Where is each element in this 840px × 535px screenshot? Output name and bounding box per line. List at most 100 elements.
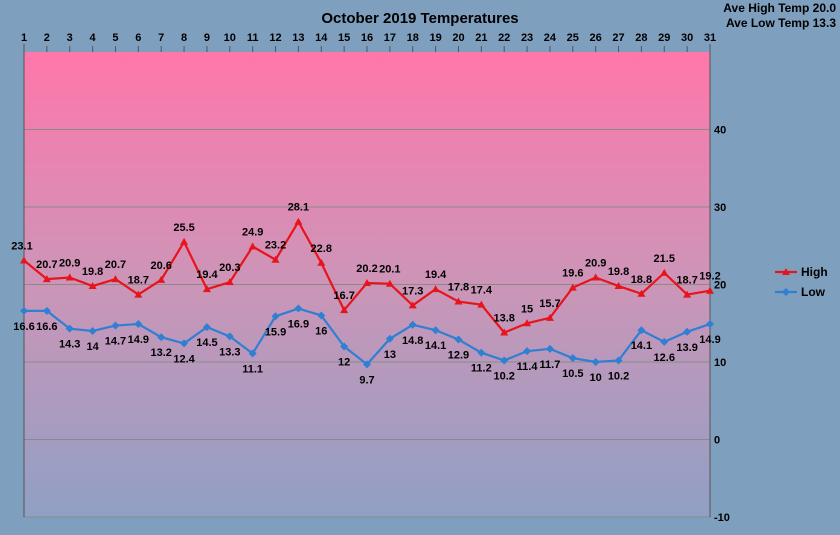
- x-tick-label: 20: [452, 32, 464, 44]
- data-label-high: 23.2: [265, 240, 286, 252]
- data-label-high: 20.7: [105, 259, 126, 271]
- data-label-low: 16: [315, 326, 327, 338]
- x-tick-label: 30: [681, 32, 693, 44]
- data-label-low: 13: [384, 349, 396, 361]
- data-point-high: [20, 256, 28, 264]
- data-label-high: 18.8: [631, 274, 652, 286]
- data-point-low: [683, 327, 692, 336]
- x-tick-label: 3: [67, 32, 73, 44]
- data-point-low: [385, 334, 394, 343]
- data-label-low: 11.2: [471, 363, 492, 375]
- data-point-low: [248, 349, 257, 358]
- data-point-high: [385, 279, 394, 287]
- x-tick-label: 21: [475, 32, 487, 44]
- x-tick-label: 23: [521, 32, 533, 44]
- data-label-low: 13.3: [219, 346, 240, 358]
- data-point-low: [271, 312, 280, 321]
- data-point-low: [500, 356, 509, 365]
- data-point-high: [408, 301, 417, 309]
- data-point-high: [706, 286, 714, 294]
- data-point-high: [294, 217, 303, 225]
- x-tick-label: 15: [338, 32, 350, 44]
- x-tick-label: 12: [269, 32, 281, 44]
- data-point-high: [363, 278, 371, 286]
- data-point-low: [111, 321, 120, 330]
- data-label-low: 12: [338, 357, 350, 369]
- y-tick-label: 30: [714, 202, 726, 214]
- data-label-low: 10: [590, 372, 602, 384]
- data-label-low: 16.6: [36, 321, 57, 333]
- data-point-high: [614, 282, 623, 290]
- data-point-low: [180, 339, 189, 348]
- x-tick-label: 24: [544, 32, 557, 44]
- data-label-high: 20.2: [356, 263, 377, 275]
- data-label-low: 11.4: [517, 361, 539, 373]
- data-label-high: 19.4: [196, 269, 218, 281]
- legend-marker-low: [782, 288, 790, 296]
- data-label-low: 9.7: [359, 374, 374, 386]
- data-label-low: 14.9: [699, 334, 720, 346]
- data-label-high: 17.3: [402, 285, 423, 297]
- data-point-low: [477, 348, 486, 357]
- x-tick-label: 17: [384, 32, 396, 44]
- data-point-low: [408, 320, 417, 329]
- y-tick-label: 40: [714, 125, 726, 137]
- data-point-high: [431, 285, 440, 293]
- legend-marker-high: [782, 268, 790, 275]
- data-label-low: 11.7: [540, 359, 561, 371]
- data-label-low: 14.1: [631, 340, 652, 352]
- data-label-high: 19.2: [699, 271, 720, 283]
- x-tick-label: 11: [247, 32, 259, 44]
- y-tick-label: 20: [714, 280, 726, 292]
- data-label-high: 21.5: [654, 253, 675, 265]
- x-tick-label: 8: [181, 32, 187, 44]
- data-label-low: 16.9: [288, 319, 309, 331]
- x-tick-label: 7: [158, 32, 164, 44]
- x-tick-label: 14: [315, 32, 328, 44]
- data-point-high: [660, 268, 669, 276]
- data-point-low: [202, 323, 211, 332]
- data-label-high: 19.8: [608, 266, 629, 278]
- data-label-high: 24.9: [242, 227, 263, 239]
- data-point-high: [88, 282, 97, 290]
- data-point-low: [545, 344, 554, 353]
- data-label-low: 14.1: [425, 340, 446, 352]
- x-tick-label: 25: [567, 32, 579, 44]
- data-point-high: [202, 285, 211, 293]
- data-label-high: 19.8: [82, 266, 103, 278]
- x-tick-label: 6: [135, 32, 141, 44]
- data-label-low: 10.2: [493, 370, 514, 382]
- data-point-low: [431, 326, 440, 335]
- data-label-high: 20.1: [379, 264, 400, 276]
- data-label-low: 14.9: [128, 334, 149, 346]
- data-point-high: [568, 283, 577, 291]
- avg-high-annotation: Ave High Temp 20.0: [723, 1, 836, 15]
- data-label-high: 23.1: [11, 240, 32, 252]
- x-tick-label: 4: [90, 32, 97, 44]
- data-label-high: 19.4: [425, 269, 447, 281]
- data-point-low: [65, 324, 74, 333]
- data-point-high: [248, 242, 257, 250]
- data-point-high: [523, 319, 532, 327]
- x-tick-label: 22: [498, 32, 510, 44]
- data-point-high: [180, 237, 189, 245]
- x-tick-label: 31: [704, 32, 716, 44]
- data-label-high: 20.7: [36, 259, 57, 271]
- data-label-high: 18.7: [676, 275, 697, 287]
- data-point-high: [500, 328, 509, 336]
- data-label-low: 16.6: [13, 321, 34, 333]
- data-label-high: 18.7: [128, 275, 149, 287]
- data-point-low: [568, 354, 577, 363]
- x-tick-label: 28: [635, 32, 647, 44]
- x-tick-label: 2: [44, 32, 50, 44]
- data-label-low: 11.1: [242, 363, 263, 375]
- data-label-high: 16.7: [333, 290, 354, 302]
- data-point-high: [637, 289, 646, 297]
- data-point-low: [591, 358, 600, 366]
- avg-low-annotation: Ave Low Temp 13.3: [725, 16, 836, 30]
- data-point-high: [545, 313, 554, 321]
- x-tick-label: 1: [21, 32, 27, 44]
- x-tick-label: 19: [429, 32, 441, 44]
- data-point-low: [706, 320, 714, 329]
- data-label-low: 12.6: [654, 352, 675, 364]
